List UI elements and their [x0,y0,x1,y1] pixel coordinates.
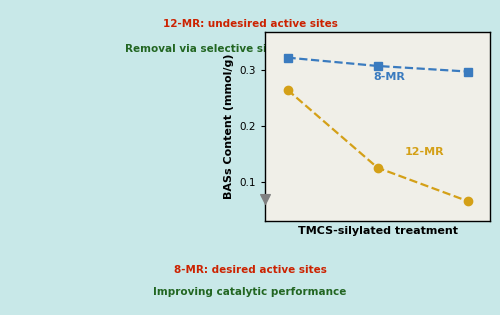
Text: 12-MR: undesired active sites: 12-MR: undesired active sites [162,19,338,29]
X-axis label: TMCS-silylated treatment: TMCS-silylated treatment [298,226,458,236]
Text: 8-MR: 8-MR [373,72,405,83]
Text: 8-MR: desired active sites: 8-MR: desired active sites [174,265,326,275]
Text: Improving catalytic performance: Improving catalytic performance [154,287,346,297]
Text: 12-MR: 12-MR [404,147,444,157]
Text: Removal via selective silylation treatment: Removal via selective silylation treatme… [126,44,374,54]
Y-axis label: BASs Content (mmol/g): BASs Content (mmol/g) [224,53,234,199]
